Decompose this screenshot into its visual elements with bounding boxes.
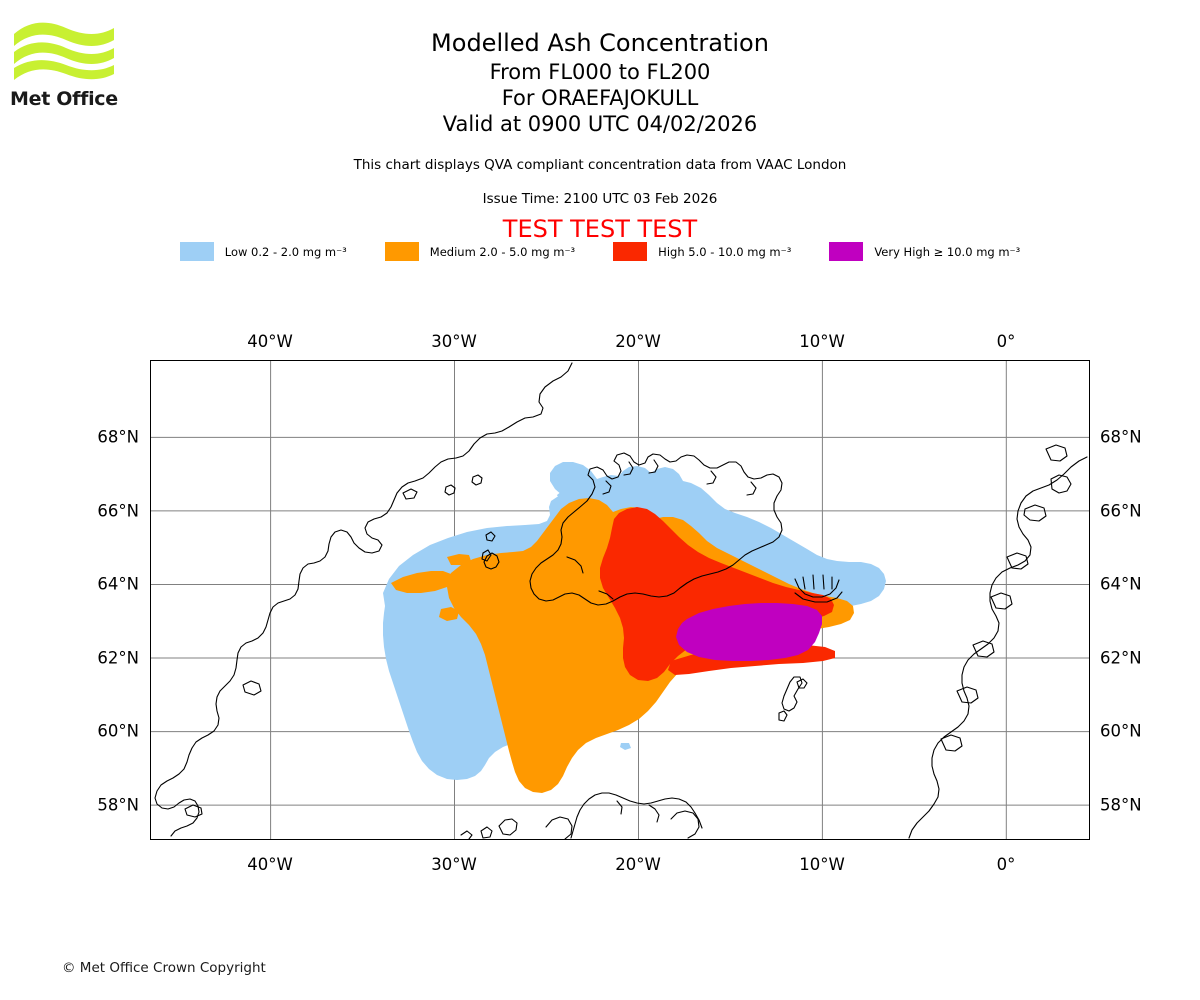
lat-label-right-66n: 66°N xyxy=(1100,501,1142,521)
coastline-greenland xyxy=(154,362,573,837)
lon-label-top-20w: 20°W xyxy=(615,332,661,351)
coastline-norway xyxy=(908,456,1088,839)
lon-label-bottom-20w: 20°W xyxy=(615,855,661,874)
lon-label-bottom-0: 0° xyxy=(996,855,1016,874)
lat-label-left-60n: 60°N xyxy=(97,721,139,741)
legend-item-high: High 5.0 - 10.0 mg m⁻³ xyxy=(613,242,791,261)
legend-swatch-medium xyxy=(384,242,419,261)
lon-label-bottom-30w: 30°W xyxy=(431,855,477,874)
legend-swatch-high xyxy=(613,242,648,261)
lat-label-left-64n: 64°N xyxy=(97,574,139,594)
ash-concentration-map[interactable] xyxy=(150,360,1090,840)
lon-label-bottom-10w: 10°W xyxy=(799,855,845,874)
lat-label-left-68n: 68°N xyxy=(97,427,139,447)
legend-label-low: Low 0.2 - 2.0 mg m⁻³ xyxy=(224,244,347,259)
lat-label-left-66n: 66°N xyxy=(97,501,139,521)
title-line-4: Valid at 0900 UTC 04/02/2026 xyxy=(442,112,758,136)
lat-label-right-64n: 64°N xyxy=(1100,574,1142,594)
copyright-notice: © Met Office Crown Copyright xyxy=(62,960,266,976)
ash-plume-very-high xyxy=(676,603,822,661)
legend-swatch-very-high xyxy=(829,242,864,261)
lon-label-top-10w: 10°W xyxy=(799,332,845,351)
map-canvas xyxy=(151,361,1089,839)
legend-label-medium: Medium 2.0 - 5.0 mg m⁻³ xyxy=(429,244,576,259)
lat-label-left-62n: 62°N xyxy=(97,648,139,668)
lon-label-top-30w: 30°W xyxy=(431,332,477,351)
met-office-waves-icon xyxy=(14,22,114,80)
coastline-faroe xyxy=(781,676,803,712)
legend-label-high: High 5.0 - 10.0 mg m⁻³ xyxy=(658,244,792,259)
legend-swatch-low xyxy=(179,242,214,261)
legend-item-low: Low 0.2 - 2.0 mg m⁻³ xyxy=(179,242,347,261)
coastline-scotland xyxy=(570,792,703,839)
lon-label-bottom-40w: 40°W xyxy=(247,855,293,874)
title-line-3: For ORAEFAJOKULL xyxy=(501,86,699,110)
lat-label-right-68n: 68°N xyxy=(1100,427,1142,447)
legend-item-very-high: Very High ≥ 10.0 mg m⁻³ xyxy=(829,242,1020,261)
lat-label-right-60n: 60°N xyxy=(1100,721,1142,741)
legend-label-very-high: Very High ≥ 10.0 mg m⁻³ xyxy=(874,244,1021,259)
coastline-shetland xyxy=(483,552,500,570)
lat-label-right-62n: 62°N xyxy=(1100,648,1142,668)
met-office-logo: Met Office xyxy=(10,18,130,113)
title-line-1: Modelled Ash Concentration xyxy=(431,29,769,57)
page-title: Modelled Ash Concentration From FL000 to… xyxy=(0,28,1200,137)
title-line-2: From FL000 to FL200 xyxy=(489,60,711,84)
glacier-outline xyxy=(794,578,840,598)
issue-time: Issue Time: 2100 UTC 03 Feb 2026 xyxy=(482,191,718,207)
lon-label-top-0: 0° xyxy=(996,332,1016,351)
concentration-legend: Low 0.2 - 2.0 mg m⁻³ Medium 2.0 - 5.0 mg… xyxy=(0,242,1200,261)
test-banner: TEST TEST TEST xyxy=(502,215,698,243)
coastlines xyxy=(154,362,1088,839)
logo-wordmark: Met Office xyxy=(10,88,118,110)
coastline-iceland xyxy=(529,452,783,606)
lat-label-left-58n: 58°N xyxy=(97,795,139,815)
legend-item-medium: Medium 2.0 - 5.0 mg m⁻³ xyxy=(384,242,576,261)
lat-label-right-58n: 58°N xyxy=(1100,795,1142,815)
qva-note: This chart displays QVA compliant concen… xyxy=(353,157,847,173)
lon-label-top-40w: 40°W xyxy=(247,332,293,351)
